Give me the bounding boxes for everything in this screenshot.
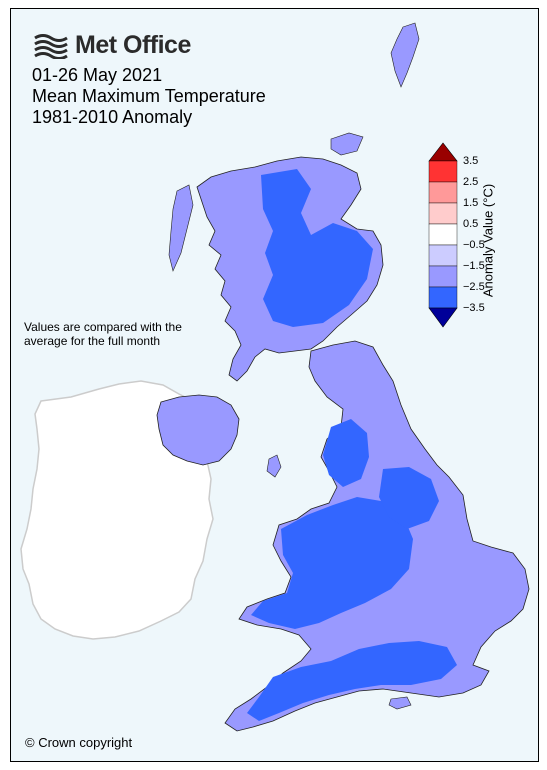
wales-midlands-strong <box>251 497 413 629</box>
orkney <box>330 132 364 156</box>
southwest-strong <box>247 641 457 721</box>
colorbar-bin-5 <box>428 244 458 267</box>
colorbar-bin-3 <box>428 202 458 225</box>
map-frame: Met Office 01-26 May 2021 Mean Maximum T… <box>10 8 539 762</box>
colorbar-tick-label: 3.5 <box>463 155 479 167</box>
title-variable: Mean Maximum Temperature <box>32 86 266 106</box>
colorbar-tick-label: 2.5 <box>463 176 479 188</box>
colorbar-bin-2 <box>428 181 458 204</box>
colorbar-tick-label: −3.5 <box>463 302 485 314</box>
colorbar-under-arrow <box>428 307 458 328</box>
colorbar-bin-4 <box>428 223 458 246</box>
northern-ireland <box>156 394 240 466</box>
cumbria-strong <box>323 419 369 487</box>
shetland <box>390 22 420 88</box>
isle-of-man <box>266 454 282 478</box>
colorbar-tick-label: −1.5 <box>463 260 485 272</box>
colorbar-tick-label: −0.5 <box>463 239 485 251</box>
met-office-waves-icon <box>34 33 68 59</box>
colorbar-tick-label: 0.5 <box>463 218 479 230</box>
comparison-note: Values are compared with the average for… <box>24 320 182 348</box>
north-england-east <box>379 467 439 529</box>
colorbar-tick-label: 1.5 <box>463 197 479 209</box>
colorbar <box>428 142 458 328</box>
logo-text: Met Office <box>75 31 191 59</box>
uk-anomaly-map <box>20 22 530 732</box>
outer-hebrides <box>168 184 194 272</box>
title-baseline: 1981-2010 Anomaly <box>32 107 193 127</box>
colorbar-title: Anomaly Value (°C) <box>480 183 496 298</box>
colorbar-bin-6 <box>428 265 458 288</box>
copyright-notice: © Crown copyright <box>25 735 133 750</box>
colorbar-tick-label: −2.5 <box>463 281 485 293</box>
colorbar-bin-7 <box>428 286 458 309</box>
met-office-logo: Met Office <box>33 31 191 60</box>
title-date-range: 01-26 May 2021 <box>32 65 163 85</box>
scotland-highlands-strong <box>261 169 373 327</box>
colorbar-over-arrow <box>428 142 458 162</box>
colorbar-bin-1 <box>428 160 458 183</box>
isle-of-wight <box>388 696 412 710</box>
